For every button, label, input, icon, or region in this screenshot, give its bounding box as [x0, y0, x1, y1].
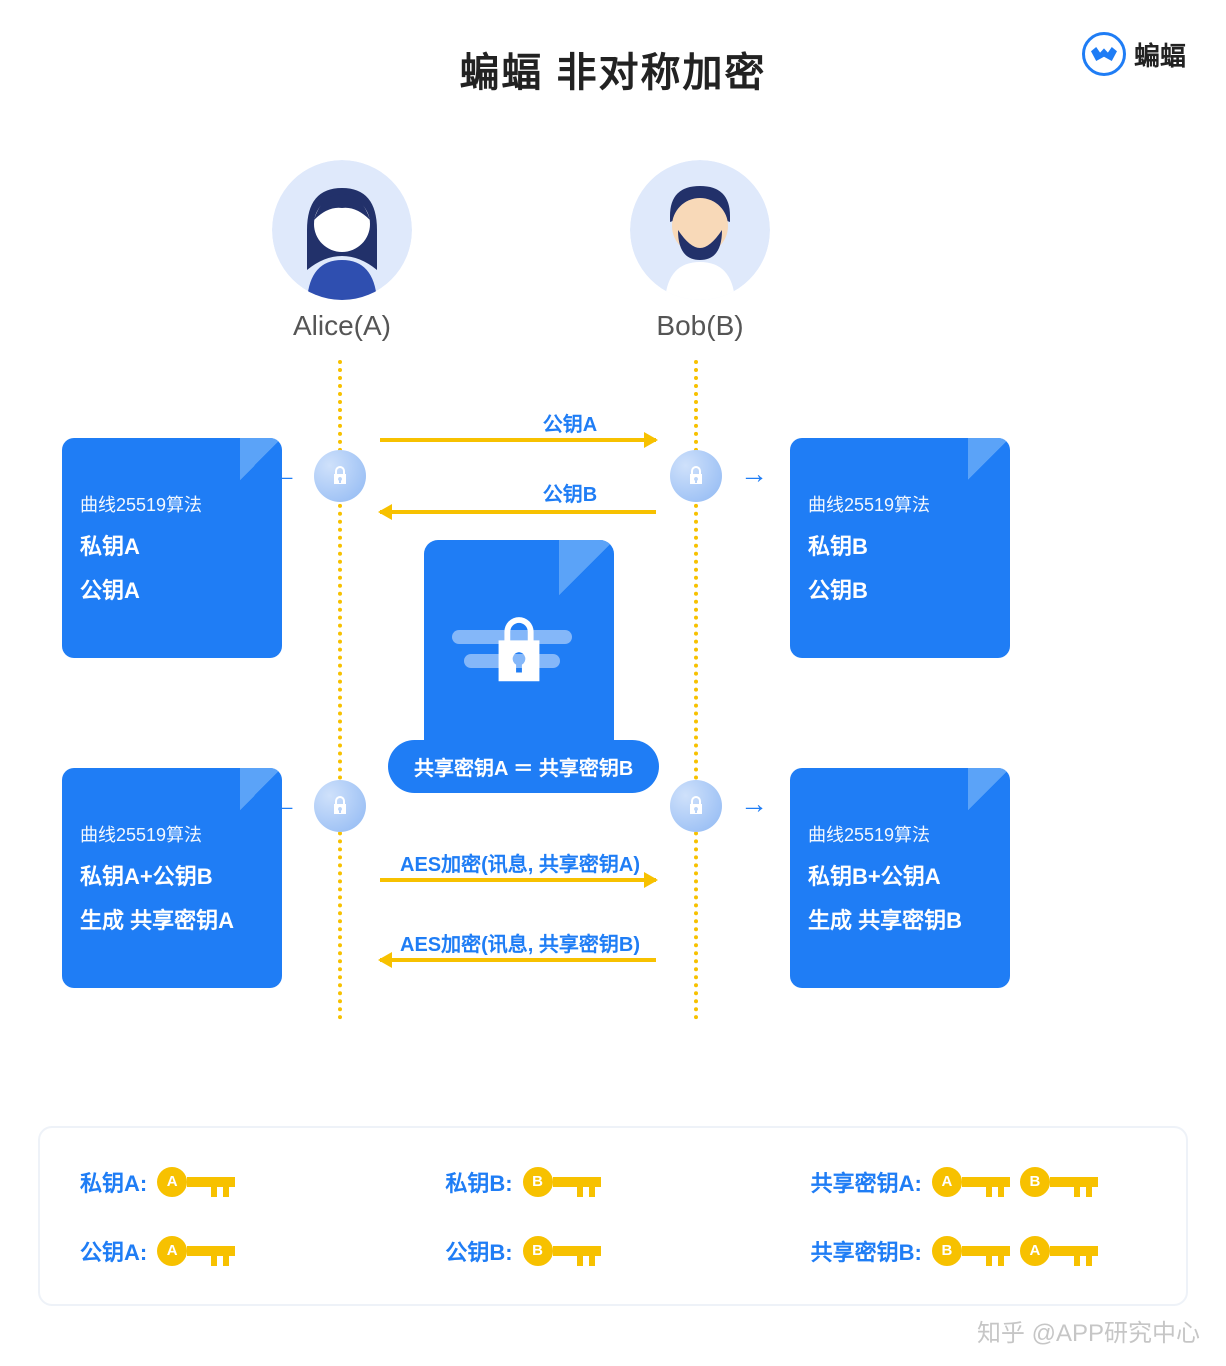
legend-label: 私钥A: — [80, 1166, 147, 1198]
card-combine: 私钥B+公钥A — [808, 859, 992, 891]
key-icon: B — [523, 1236, 601, 1266]
encrypted-document-icon — [424, 540, 614, 770]
key-icon: A — [157, 1236, 235, 1266]
legend-label: 公钥B: — [445, 1235, 512, 1267]
card-generate: 生成 共享密钥A — [80, 903, 264, 935]
lock-icon — [484, 610, 554, 700]
card-bob-shared: 曲线25519算法 私钥B+公钥A 生成 共享密钥B — [790, 768, 1010, 988]
exchange-label: AES加密(讯息, 共享密钥B) — [390, 928, 650, 957]
legend-item: 共享密钥A: AB — [811, 1166, 1146, 1198]
key-legend: 私钥A:A私钥B:B共享密钥A:AB公钥A:A公钥B:B共享密钥B:BA — [38, 1126, 1188, 1306]
key-icon: A — [157, 1167, 235, 1197]
lock-icon — [314, 450, 366, 502]
avatar-bob — [630, 160, 770, 300]
card-public: 公钥A — [80, 573, 264, 605]
card-alice-shared: 曲线25519算法 私钥A+公钥B 生成 共享密钥A — [62, 768, 282, 988]
card-alice-keys: 曲线25519算法 私钥A 公钥A — [62, 438, 282, 658]
key-icon: B — [523, 1167, 601, 1197]
lock-icon — [314, 780, 366, 832]
card-public: 公钥B — [808, 573, 992, 605]
exchange-arrow — [380, 510, 656, 514]
bob-label: Bob(B) — [600, 310, 800, 342]
card-algo: 曲线25519算法 — [808, 821, 992, 847]
lock-icon — [670, 780, 722, 832]
card-private: 私钥B — [808, 529, 992, 561]
arrow-right-icon: → — [740, 788, 768, 820]
exchange-label: 公钥B — [440, 478, 700, 507]
legend-item: 公钥B: B — [445, 1235, 780, 1267]
exchange-arrow — [380, 878, 656, 882]
bat-icon — [1082, 32, 1126, 76]
legend-label: 私钥B: — [445, 1166, 512, 1198]
legend-label: 公钥A: — [80, 1235, 147, 1267]
watermark: 知乎 @APP研究中心 — [977, 1313, 1200, 1348]
brand-logo: 蝙蝠 — [1082, 32, 1186, 76]
card-generate: 生成 共享密钥B — [808, 903, 992, 935]
legend-label: 共享密钥B: — [811, 1235, 922, 1267]
alice-label: Alice(A) — [242, 310, 442, 342]
legend-item: 公钥A: A — [80, 1235, 415, 1267]
legend-label: 共享密钥A: — [811, 1166, 922, 1198]
arrow-right-icon: → — [740, 458, 768, 490]
exchange-arrow — [380, 958, 656, 962]
card-algo: 曲线25519算法 — [80, 821, 264, 847]
shared-key-equality: 共享密钥A ＝ 共享密钥B — [388, 740, 659, 793]
brand-name: 蝙蝠 — [1134, 36, 1186, 73]
diagram-canvas: 蝙蝠 非对称加密 蝙蝠 Alice(A) Bob(B) ← → ← → 曲线25… — [0, 0, 1226, 1366]
key-icon: A — [932, 1167, 1010, 1197]
card-private: 私钥A — [80, 529, 264, 561]
key-icon: B — [1020, 1167, 1098, 1197]
avatar-alice — [272, 160, 412, 300]
exchange-label: AES加密(讯息, 共享密钥A) — [390, 848, 650, 877]
legend-item: 私钥A: A — [80, 1166, 415, 1198]
legend-item: 私钥B: B — [445, 1166, 780, 1198]
exchange-label: 公钥A — [440, 408, 700, 437]
legend-item: 共享密钥B: BA — [811, 1235, 1146, 1267]
card-algo: 曲线25519算法 — [80, 491, 264, 517]
page-title: 蝙蝠 非对称加密 — [0, 40, 1226, 98]
exchange-arrow — [380, 438, 656, 442]
card-algo: 曲线25519算法 — [808, 491, 992, 517]
card-combine: 私钥A+公钥B — [80, 859, 264, 891]
card-bob-keys: 曲线25519算法 私钥B 公钥B — [790, 438, 1010, 658]
key-icon: B — [932, 1236, 1010, 1266]
key-icon: A — [1020, 1236, 1098, 1266]
